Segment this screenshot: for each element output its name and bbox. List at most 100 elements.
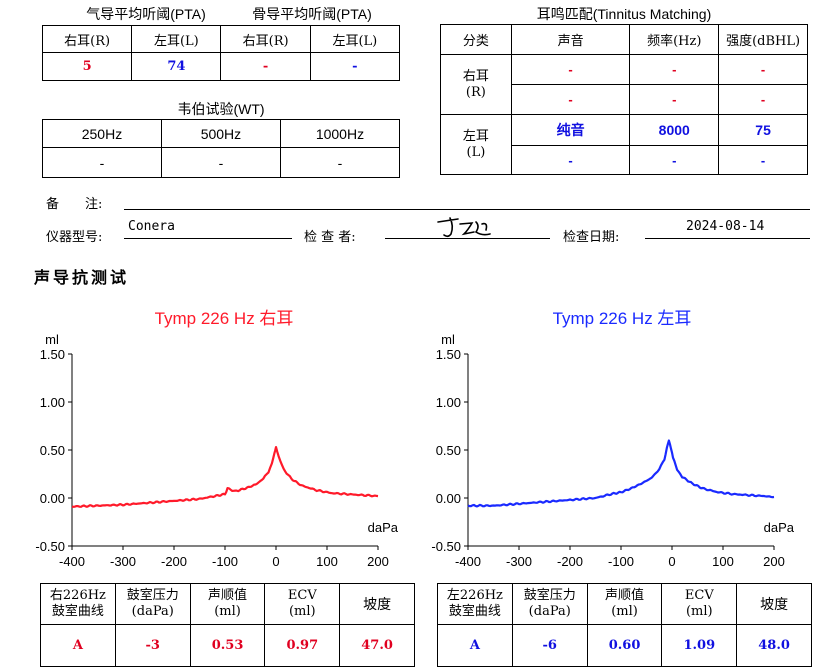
y-unit-label-right: ml (45, 332, 59, 347)
pta-header-bone-right: 右耳(R) (220, 25, 311, 53)
tympanogram-charts: Tymp 226 Hz 右耳ml1.501.000.500.00-0.50-40… (35, 309, 795, 569)
x-tick-label-right-3: -100 (212, 554, 238, 569)
tinnitus-right-label: 右耳 (R) (440, 54, 512, 115)
tymp-left-curve-value: A (437, 624, 513, 667)
date-value: 2024-08-14 (686, 219, 765, 234)
x-tick-label-right-1: -300 (110, 554, 136, 569)
model-label: 仪器型号: (46, 230, 103, 245)
tinnitus-left-freq-2: - (629, 145, 720, 175)
pta-air-right-value: 5 (41, 52, 133, 81)
y-tick-label-left-1: 1.00 (436, 395, 461, 410)
tymp-left-header-ecv: ECV (ml) (661, 583, 738, 625)
x-tick-label-left-2: -200 (557, 554, 583, 569)
tymp-right-header-gradient: 坡度 (339, 583, 415, 625)
tymp-left-pressure-value: -6 (511, 624, 588, 667)
x-tick-label-left-1: -300 (506, 554, 532, 569)
x-unit-label-left: daPa (764, 520, 795, 535)
tymp-left-table: 左226Hz 鼓室曲线 鼓室压力 (daPa) 声顺值 (ml) ECV (ml… (437, 583, 812, 667)
tymp-right-compliance-value: 0.53 (189, 624, 266, 667)
tinnitus-right-intensity-1: - (718, 54, 808, 85)
tinnitus-right-freq-2: - (629, 84, 720, 115)
pta-table: 右耳(R) 左耳(L) 右耳(R) 左耳(L) 5 74 - - (41, 25, 401, 81)
weber-header-1000: 1000Hz (279, 119, 401, 148)
tinnitus-table: 分类 声音 频率(Hz) 强度(dBHL) 右耳 (R) - - - - - -… (440, 24, 808, 175)
weber-header-500: 500Hz (160, 119, 281, 148)
tinnitus-left-freq-1: 8000 (629, 114, 720, 146)
section-title: 声导抗测试 (34, 268, 130, 287)
weber-header-250: 250Hz (42, 119, 162, 148)
y-unit-label-left: ml (441, 332, 455, 347)
tymp-left-ecv-value: 1.09 (661, 624, 738, 667)
pta-air-left-value: 74 (131, 52, 222, 81)
y-tick-label-right-1: 1.00 (40, 395, 65, 410)
tinnitus-header-intensity: 强度(dBHL) (718, 24, 808, 55)
tymp-right-header-compliance: 声顺值 (ml) (189, 583, 266, 625)
tymp-right-pressure-value: -3 (114, 624, 191, 667)
pta-header-air-left: 左耳(L) (131, 25, 222, 53)
remark-label: 备 注: (46, 197, 103, 212)
model-value: Conera (128, 219, 175, 234)
tymp-left-header-compliance: 声顺值 (ml) (586, 583, 663, 625)
tinnitus-left-sound-2: - (510, 145, 631, 175)
tinnitus-header-frequency: 频率(Hz) (629, 24, 720, 55)
x-tick-label-right-2: -200 (161, 554, 187, 569)
x-tick-label-right-4: 0 (272, 554, 279, 569)
tymp-left-gradient-value: 48.0 (736, 624, 812, 667)
tymp-curve-right (71, 446, 379, 508)
tymp-left-compliance-value: 0.60 (586, 624, 663, 667)
tymp-right-curve-value: A (40, 624, 116, 667)
x-tick-label-left-0: -400 (455, 554, 481, 569)
weber-table: 250Hz 500Hz 1000Hz - - - (42, 119, 401, 178)
weber-value-250: - (42, 147, 162, 178)
chart-title-right: Tymp 226 Hz 右耳 (155, 309, 294, 328)
tymp-right-gradient-value: 47.0 (339, 624, 415, 667)
model-line (124, 238, 292, 239)
x-tick-label-left-3: -100 (608, 554, 634, 569)
tinnitus-title: 耳鸣匹配(Tinnitus Matching) (536, 6, 712, 22)
x-tick-label-left-6: 200 (763, 554, 785, 569)
x-tick-label-right-0: -400 (59, 554, 85, 569)
tymp-curve-left (467, 439, 775, 508)
examiner-line (385, 238, 550, 239)
pta-header-bone-left: 左耳(L) (309, 25, 401, 53)
chart-title-left: Tymp 226 Hz 左耳 (553, 309, 692, 328)
tinnitus-right-intensity-2: - (718, 84, 808, 115)
tymp-left-header-gradient: 坡度 (736, 583, 812, 625)
tymp-left-header-pressure: 鼓室压力 (daPa) (511, 583, 588, 625)
x-tick-label-right-5: 100 (316, 554, 338, 569)
remark-line (124, 209, 810, 210)
y-tick-label-left-4: -0.50 (431, 539, 461, 554)
tinnitus-left-label: 左耳 (L) (440, 114, 512, 175)
pta-bone-right-value: - (220, 52, 311, 81)
x-tick-label-left-4: 0 (668, 554, 675, 569)
y-tick-label-left-0: 1.50 (436, 347, 461, 362)
pta-header-air-right: 右耳(R) (41, 25, 133, 53)
bone-pta-title: 骨导平均听阈(PTA) (252, 6, 372, 22)
tymp-right-ecv-value: 0.97 (264, 624, 341, 667)
tymp-left-header-curve: 左226Hz 鼓室曲线 (437, 583, 513, 625)
tinnitus-header-sound: 声音 (510, 24, 631, 55)
tinnitus-right-sound-1: - (510, 54, 631, 85)
pta-bone-left-value: - (309, 52, 401, 81)
examiner-label: 检 查 者: (304, 230, 356, 245)
tinnitus-left-intensity-1: 75 (718, 114, 808, 146)
tymp-right-header-ecv: ECV (ml) (264, 583, 341, 625)
tinnitus-left-intensity-2: - (718, 145, 808, 175)
date-label: 检查日期: (563, 230, 620, 245)
y-tick-label-right-3: 0.00 (40, 491, 65, 506)
y-tick-label-right-0: 1.50 (40, 347, 65, 362)
y-tick-label-left-2: 0.50 (436, 443, 461, 458)
tymp-right-header-curve: 右226Hz 鼓室曲线 (40, 583, 116, 625)
tinnitus-right-sound-2: - (510, 84, 631, 115)
x-unit-label-right: daPa (368, 520, 399, 535)
examiner-signature (437, 217, 491, 238)
weber-value-1000: - (279, 147, 401, 178)
y-tick-label-right-4: -0.50 (35, 539, 65, 554)
x-tick-label-right-6: 200 (367, 554, 389, 569)
tinnitus-left-sound-1: 纯音 (510, 114, 631, 146)
tinnitus-header-category: 分类 (440, 24, 512, 55)
tinnitus-right-freq-1: - (629, 54, 720, 85)
tymp-right-header-pressure: 鼓室压力 (daPa) (114, 583, 191, 625)
y-tick-label-right-2: 0.50 (40, 443, 65, 458)
tymp-right-table: 右226Hz 鼓室曲线 鼓室压力 (daPa) 声顺值 (ml) ECV (ml… (40, 583, 415, 667)
